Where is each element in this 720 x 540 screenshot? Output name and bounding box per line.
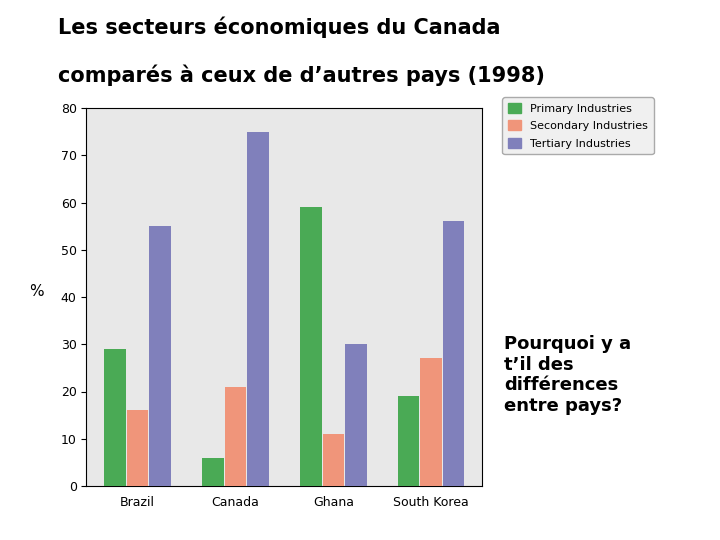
Bar — [225, 387, 246, 486]
Bar — [104, 349, 126, 486]
Bar — [398, 396, 419, 486]
Bar — [300, 207, 322, 486]
Bar — [150, 226, 171, 486]
Bar — [247, 132, 269, 486]
Text: comparés à ceux de d’autres pays (1998): comparés à ceux de d’autres pays (1998) — [58, 65, 544, 86]
Bar — [202, 458, 224, 486]
Bar — [127, 410, 148, 486]
Text: Les secteurs économiques du Canada: Les secteurs économiques du Canada — [58, 16, 500, 38]
Bar — [443, 221, 464, 486]
Text: %: % — [29, 284, 43, 299]
Bar — [420, 359, 442, 486]
Legend: Primary Industries, Secondary Industries, Tertiary Industries: Primary Industries, Secondary Industries… — [503, 97, 654, 154]
Text: Pourquoi y a
t’il des
différences
entre pays?: Pourquoi y a t’il des différences entre … — [504, 335, 631, 415]
Bar — [345, 345, 366, 486]
Bar — [323, 434, 344, 486]
